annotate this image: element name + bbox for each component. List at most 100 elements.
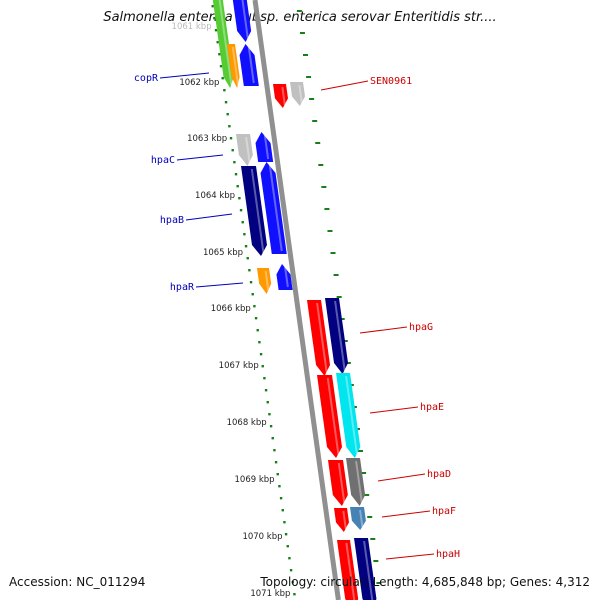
- gene-hpaH2-arrow-highlight: [363, 540, 374, 600]
- inner-track-dot: [214, 29, 218, 32]
- inner-track-dot: [274, 461, 278, 464]
- outer-track-dash: [324, 208, 330, 210]
- gene-blue-arrow: [239, 44, 259, 86]
- gene-hpaG-arrow-highlight: [316, 302, 328, 374]
- gene-blue-arrow-highlight: [247, 46, 255, 84]
- gene-grey2-arrow-highlight: [245, 136, 251, 164]
- outer-track-dash: [296, 10, 302, 12]
- inner-track-dot: [259, 353, 263, 356]
- outer-track-dash: [358, 450, 364, 452]
- inner-track-dot: [248, 269, 251, 272]
- gene-hpaF-arrow-highlight: [342, 510, 347, 530]
- gene-hpaD-arrow-highlight: [337, 462, 346, 504]
- inner-track-dot: [236, 185, 239, 188]
- gene-label-hpaC[interactable]: hpaC: [151, 155, 175, 166]
- inner-track-dot: [268, 413, 271, 416]
- inner-track-dot: [278, 485, 281, 488]
- gene-hpaR2-arrow: [276, 264, 293, 290]
- outer-track-dash: [306, 76, 312, 78]
- inner-track-dot: [219, 65, 223, 68]
- leader-line-hpaC: [176, 154, 224, 161]
- inner-track-dot: [261, 365, 264, 368]
- inner-track-dot: [234, 173, 238, 176]
- gene-hpaC-arrow: [255, 132, 274, 162]
- leader-line-hpaH: [385, 553, 435, 560]
- gene-label-hpaF[interactable]: hpaF: [432, 506, 456, 517]
- inner-track-dot: [239, 209, 243, 212]
- gene-hpaD-arrow: [328, 460, 348, 506]
- leader-line-hpaD: [377, 473, 426, 482]
- outer-track-dash: [299, 32, 305, 34]
- leader-line-hpaE: [369, 406, 419, 414]
- outer-track-dash: [303, 54, 309, 56]
- gene-copR-arrow: [212, 0, 234, 88]
- inner-track-dot: [224, 101, 228, 104]
- outer-track-dash: [336, 296, 342, 298]
- gene-hpaD2-arrow: [346, 458, 366, 506]
- backbone-line: [252, 0, 341, 600]
- gene-grey2-arrow: [236, 134, 253, 166]
- outer-track-dash: [376, 582, 382, 584]
- gene-hpaE-arrow-highlight: [326, 377, 340, 456]
- gene-SEN0961-arrow-highlight: [281, 86, 286, 106]
- inner-track-dot: [218, 53, 221, 56]
- outer-track-dash: [315, 142, 321, 144]
- gene-label-hpaH[interactable]: hpaH: [436, 549, 460, 560]
- outer-track-dash: [361, 472, 367, 474]
- outer-track-dash: [318, 164, 324, 166]
- inner-track-dot: [223, 89, 226, 92]
- inner-track-dot: [264, 389, 268, 392]
- inner-track-dot: [228, 125, 231, 128]
- gene-hpaE2-arrow-highlight: [345, 375, 359, 456]
- outer-track-dash: [342, 340, 348, 342]
- scale-label: 1067 kbp: [219, 361, 259, 371]
- gene-hpaF2-arrow: [350, 507, 366, 530]
- inner-track-dot: [253, 305, 256, 308]
- scale-label: 1063 kbp: [187, 134, 227, 144]
- gene-hpaG2-arrow-highlight: [334, 300, 346, 372]
- leader-line-SEN0961: [320, 80, 369, 91]
- gene-copR-arrow-highlight: [218, 0, 233, 86]
- gene-hpaR-arrow-highlight: [264, 270, 270, 292]
- gene-label-hpaE[interactable]: hpaE: [420, 402, 444, 413]
- outer-track-dash: [312, 120, 318, 122]
- outer-track-dash: [370, 538, 376, 540]
- inner-track-dot: [258, 341, 261, 344]
- gene-hpaB-arrow: [241, 166, 267, 256]
- inner-track-dot: [229, 137, 233, 140]
- inner-track-dot: [241, 221, 244, 224]
- gene-hpaB-arrow-highlight: [250, 168, 265, 254]
- inner-track-dot: [269, 425, 273, 428]
- gene-label-hpaD[interactable]: hpaD: [427, 469, 451, 480]
- inner-track-dot: [221, 77, 224, 80]
- gene-hpaD2-arrow-highlight: [355, 460, 363, 504]
- inner-track-dot: [243, 233, 246, 236]
- outer-track-dash: [373, 560, 379, 562]
- gene-orange-arrow: [227, 44, 240, 88]
- inner-track-dot: [281, 509, 284, 512]
- gene-hpaH-arrow-highlight: [345, 542, 356, 600]
- inner-track-dot: [216, 41, 219, 44]
- gene-grey-arrow: [290, 82, 306, 106]
- gene-hpaE2-arrow: [336, 373, 361, 458]
- gene-hpaH-arrow: [337, 540, 359, 600]
- gene-blue-top-arrow-highlight: [241, 0, 249, 40]
- map-title: Salmonella enterica subsp. enterica sero…: [103, 10, 497, 25]
- inner-track-dot: [263, 377, 266, 380]
- outer-track-dash: [339, 318, 345, 320]
- gene-label-SEN0961[interactable]: SEN0961: [370, 76, 412, 87]
- inner-track-dot: [266, 401, 269, 404]
- accession-label: Accession: NC_011294: [9, 575, 146, 589]
- gene-label-hpaR[interactable]: hpaR: [170, 282, 195, 293]
- gene-label-hpaB[interactable]: hpaB: [160, 215, 184, 226]
- gene-hpaG-arrow: [307, 300, 331, 376]
- scale-label: 1071 kbp: [250, 589, 290, 599]
- inner-track-dot: [246, 257, 249, 260]
- inner-track-dot: [256, 329, 259, 332]
- gene-label-hpaG[interactable]: hpaG: [409, 322, 433, 333]
- inner-track-dot: [293, 593, 296, 596]
- gene-hpaB2-arrow-highlight: [268, 164, 283, 252]
- inner-track-dot: [226, 113, 229, 116]
- gene-hpaB2-arrow: [260, 162, 287, 254]
- gene-label-copR[interactable]: copR: [134, 73, 159, 84]
